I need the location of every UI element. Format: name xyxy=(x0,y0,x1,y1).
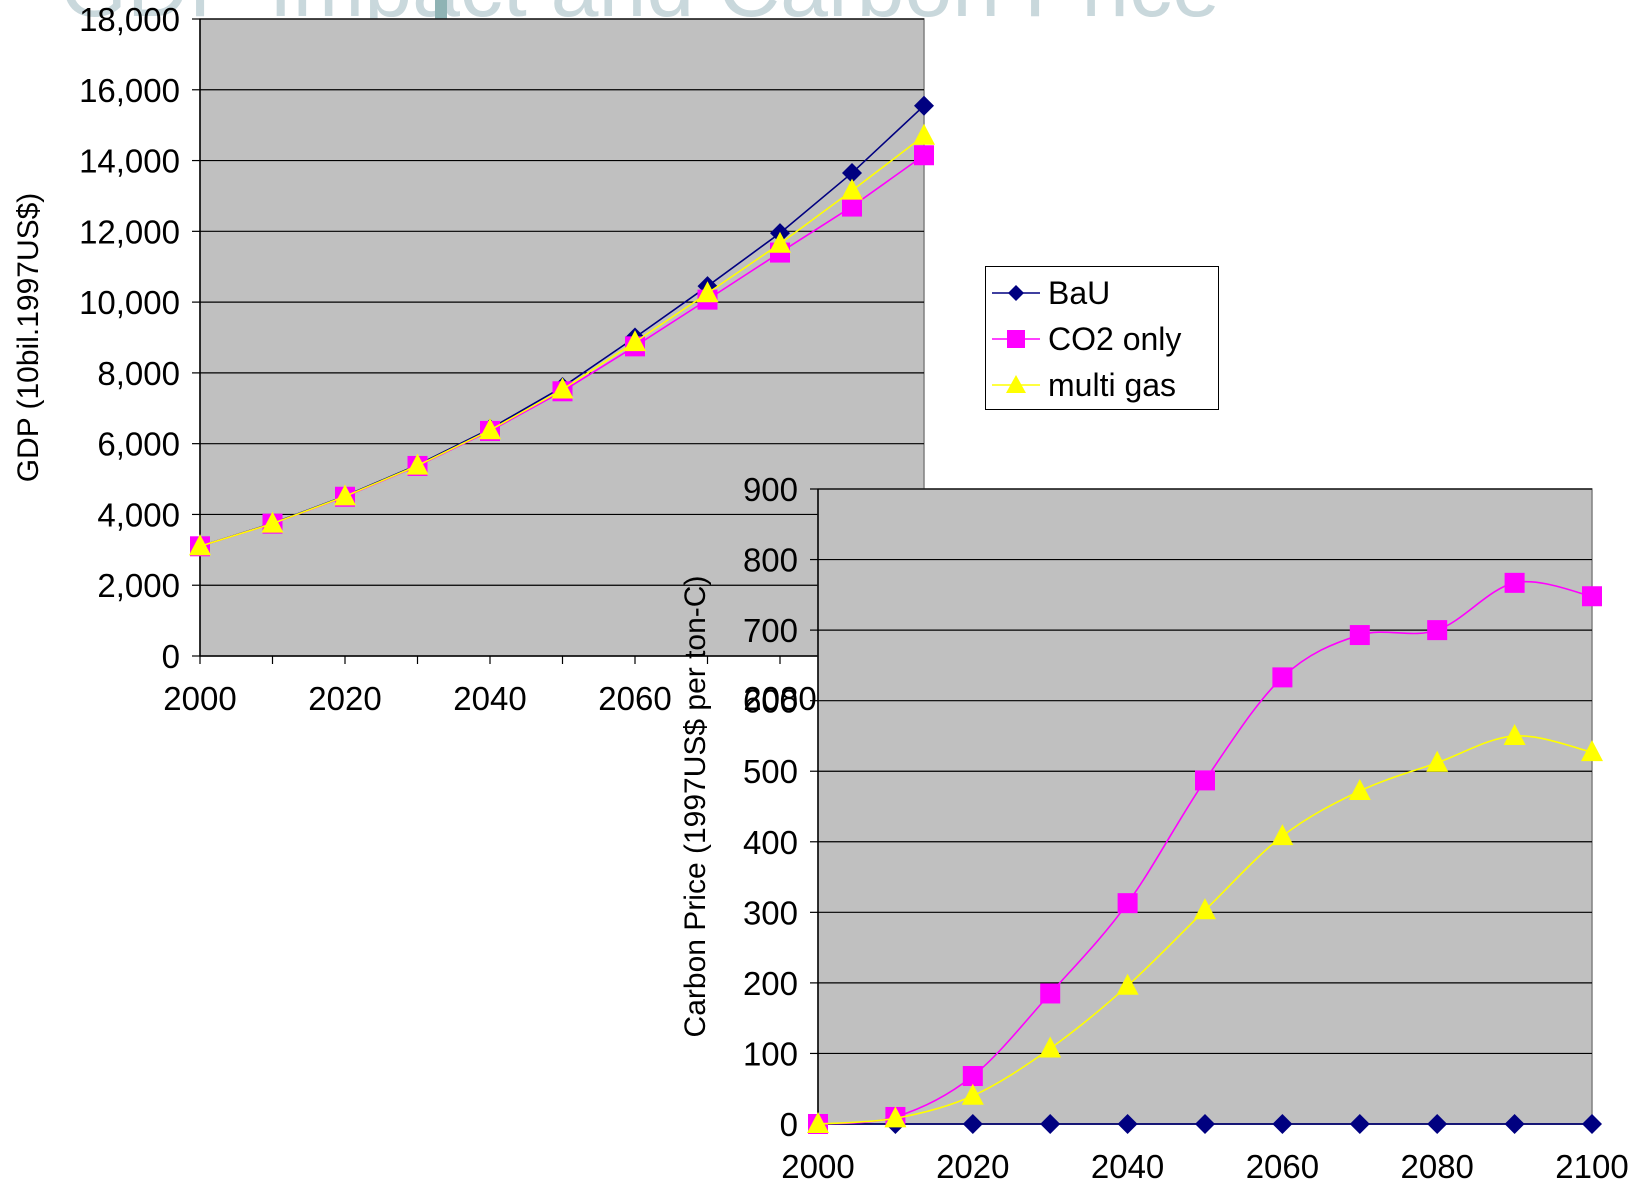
data-point-bau-2040 xyxy=(1117,1114,1138,1134)
data-point-multi-gas-2050 xyxy=(551,377,574,399)
data-point-bau-2050 xyxy=(1195,1114,1215,1134)
data-point-multi-gas-2010 xyxy=(884,1106,907,1128)
data-point-co2-only-2100 xyxy=(1582,586,1602,607)
x-tick-label: 2000 xyxy=(163,680,236,717)
y-axis-label: Carbon Price (1997US$ per ton-C) xyxy=(679,576,712,1038)
x-tick-label: 2080 xyxy=(743,680,816,717)
y-tick-label: 300 xyxy=(743,894,798,931)
y-tick-label: 16,000 xyxy=(79,72,180,109)
x-tick-label: 2040 xyxy=(453,680,526,717)
data-point-bau-2090 xyxy=(1504,1114,1525,1134)
data-point-co2-only-2030 xyxy=(1040,983,1061,1004)
y-tick-label: 200 xyxy=(743,965,798,1002)
data-point-co2-only-2100 xyxy=(914,145,934,166)
y-axis-label: GDP (10bil.1997US$) xyxy=(12,193,45,483)
data-point-multi-gas-2070 xyxy=(696,281,719,303)
square-marker-icon xyxy=(992,330,1040,348)
y-tick-label: 0 xyxy=(780,1106,798,1143)
data-point-multi-gas-2030 xyxy=(406,453,429,475)
data-point-bau-2080 xyxy=(1427,1114,1448,1134)
y-tick-label: 2,000 xyxy=(97,567,180,604)
x-tick-label: 2000 xyxy=(781,1148,854,1185)
y-tick-label: 8,000 xyxy=(97,355,180,392)
data-point-co2-only-2040 xyxy=(1117,893,1138,914)
data-point-bau-2070 xyxy=(1349,1114,1370,1134)
y-tick-label: 4,000 xyxy=(97,496,180,533)
y-tick-label: 400 xyxy=(743,824,798,861)
series-multi-gas xyxy=(189,123,935,556)
plot-area xyxy=(199,18,925,657)
x-tick-label: 2060 xyxy=(1246,1148,1319,1185)
data-point-multi-gas-2080 xyxy=(769,231,791,253)
diamond-marker-icon xyxy=(992,285,1040,301)
data-point-multi-gas-2100 xyxy=(1581,740,1603,762)
y-tick-label: 700 xyxy=(743,612,798,649)
data-point-multi-gas-2060 xyxy=(624,330,646,352)
y-tick-label: 10,000 xyxy=(79,284,180,321)
data-point-co2-only-2070 xyxy=(1349,625,1370,646)
data-point-multi-gas-2060 xyxy=(1271,824,1294,846)
gdp-chart: 0 2,000 4,000 6,000 8,000 10,000 12,000 14,000 1… xyxy=(12,1,935,717)
data-point-multi-gas-2020 xyxy=(334,484,356,506)
data-point-co2-only-2020 xyxy=(962,1066,983,1087)
plot-area xyxy=(817,488,1593,1125)
x-tick-label: 2080 xyxy=(1400,1148,1473,1185)
data-point-multi-gas-2000 xyxy=(807,1112,829,1133)
legend-label-multi-gas: multi gas xyxy=(1048,366,1177,403)
series-multi-gas xyxy=(807,723,1603,1133)
data-point-bau-2090 xyxy=(842,162,862,183)
carbon-price-chart: 0 100 200 300 400 500 600 700 800 900 2000 2020 2040… xyxy=(679,471,1629,1185)
data-point-multi-gas-2050 xyxy=(1194,898,1216,920)
data-point-bau-2100 xyxy=(914,95,934,116)
legend-item-co2-only: CO2 only xyxy=(986,315,1220,363)
data-point-multi-gas-2090 xyxy=(1503,723,1526,745)
x-tick-label: 2040 xyxy=(1091,1148,1164,1185)
data-point-co2-only-2060 xyxy=(1272,667,1293,688)
data-point-multi-gas-2090 xyxy=(841,178,863,200)
data-point-multi-gas-2010 xyxy=(261,511,284,533)
y-tick-label: 0 xyxy=(162,638,180,675)
y-tick-label: 18,000 xyxy=(79,1,180,38)
legend-label-co2-only: CO2 only xyxy=(1048,320,1182,357)
data-point-multi-gas-2030 xyxy=(1039,1036,1062,1058)
legend: BaU CO2 only multi gas xyxy=(985,266,1219,410)
x-tick-label: 2100 xyxy=(1555,1148,1628,1185)
data-point-multi-gas-2040 xyxy=(1116,973,1139,995)
data-point-bau-2060 xyxy=(1272,1114,1293,1134)
data-point-bau-2030 xyxy=(1040,1114,1061,1134)
data-point-bau-2020 xyxy=(962,1114,983,1134)
y-tick-label: 6,000 xyxy=(97,426,180,463)
data-point-multi-gas-2070 xyxy=(1348,778,1371,800)
legend-label-bau: BaU xyxy=(1048,274,1111,311)
data-point-multi-gas-2040 xyxy=(479,418,501,440)
data-point-co2-only-2080 xyxy=(1427,620,1448,641)
y-tick-label: 900 xyxy=(743,471,798,508)
data-point-co2-only-2050 xyxy=(1195,770,1215,791)
data-point-bau-2100 xyxy=(1582,1114,1602,1134)
triangle-marker-icon xyxy=(992,375,1040,393)
x-tick-label: 2020 xyxy=(936,1148,1009,1185)
y-tick-label: 14,000 xyxy=(79,143,180,180)
y-tick-label: 12,000 xyxy=(79,213,180,250)
data-point-multi-gas-2080 xyxy=(1426,750,1449,772)
y-tick-label: 800 xyxy=(743,542,798,579)
data-point-co2-only-2090 xyxy=(1504,572,1525,593)
y-tick-label: 600 xyxy=(743,683,798,720)
y-tick-label: 500 xyxy=(743,753,798,790)
data-point-co2-only-2090 xyxy=(842,196,862,217)
data-point-multi-gas-2100 xyxy=(913,123,935,145)
legend-item-multi-gas: multi gas xyxy=(986,361,1220,409)
y-tick-label: 100 xyxy=(743,1035,798,1072)
x-tick-label: 2060 xyxy=(598,680,671,717)
legend-item-bau: BaU xyxy=(986,269,1220,317)
data-point-multi-gas-2020 xyxy=(961,1083,984,1105)
x-tick-label: 2020 xyxy=(308,680,381,717)
data-point-multi-gas-2000 xyxy=(189,534,211,556)
